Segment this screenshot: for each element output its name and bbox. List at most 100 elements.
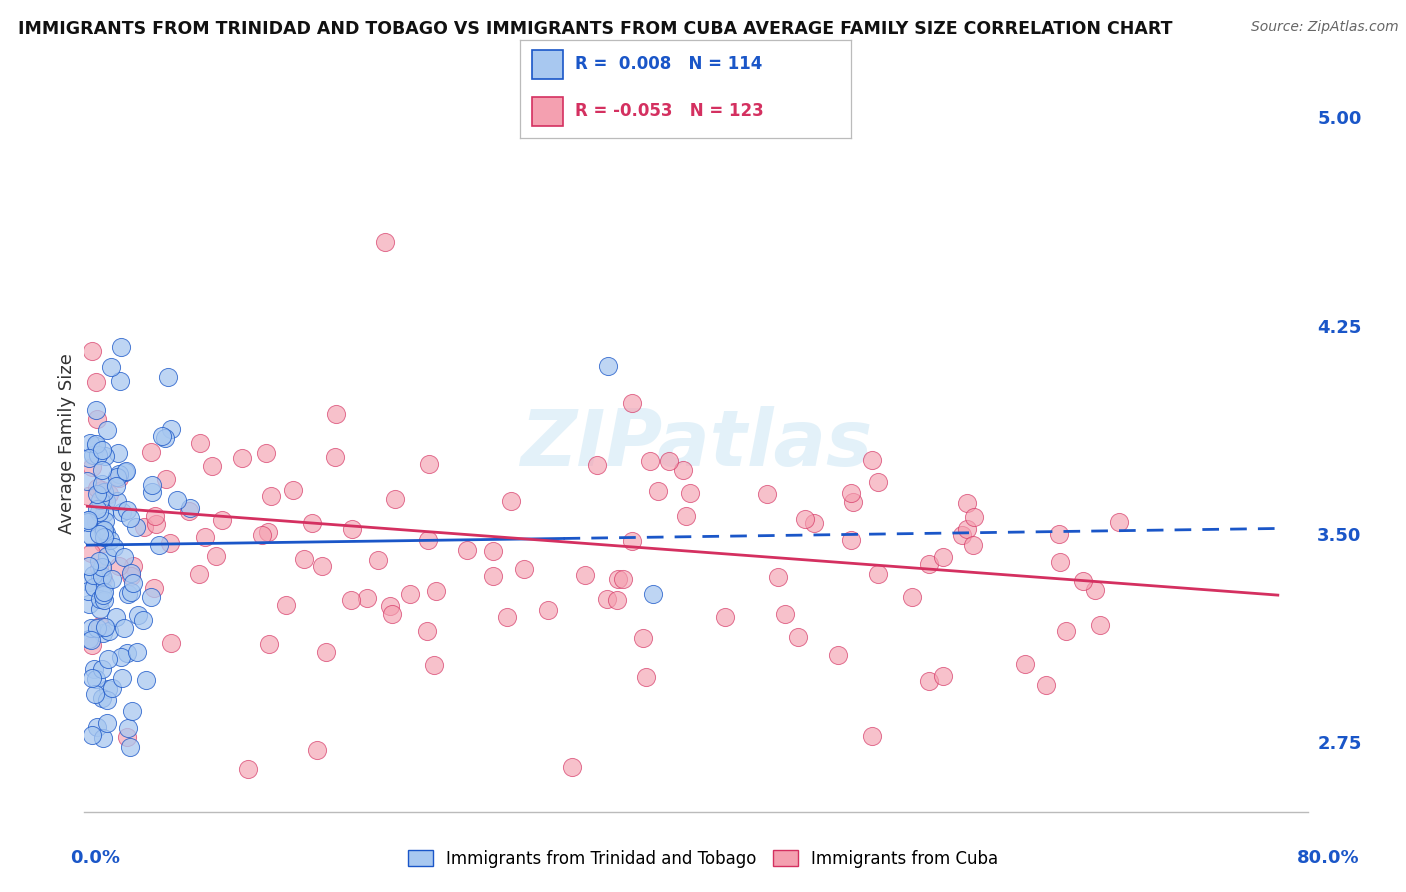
Point <box>918 558 941 572</box>
Point <box>142 582 165 596</box>
Point <box>77 516 100 530</box>
Text: 80.0%: 80.0% <box>1298 849 1360 867</box>
Point <box>257 638 280 652</box>
Point <box>159 422 181 436</box>
Point <box>120 568 142 582</box>
Point <box>281 483 304 497</box>
Point <box>150 429 173 443</box>
Point <box>118 740 141 755</box>
Point <box>105 479 128 493</box>
Point <box>159 535 181 549</box>
Point <box>962 538 984 552</box>
Point <box>93 593 115 607</box>
Point <box>96 692 118 706</box>
Point <box>132 520 155 534</box>
Text: ZIPatlas: ZIPatlas <box>520 406 872 482</box>
Text: R = -0.053   N = 123: R = -0.053 N = 123 <box>575 103 763 120</box>
Point <box>111 672 134 686</box>
Point <box>80 529 103 543</box>
Point <box>188 435 211 450</box>
Point <box>77 558 100 573</box>
Point <box>956 522 979 536</box>
Point <box>1108 515 1130 529</box>
Point <box>108 559 131 574</box>
Point <box>315 645 337 659</box>
Point <box>956 496 979 510</box>
Point <box>80 621 103 635</box>
Point <box>155 472 177 486</box>
Point <box>340 593 363 607</box>
Point <box>107 470 129 484</box>
Point <box>839 485 862 500</box>
Point <box>179 500 201 515</box>
Point <box>323 450 346 464</box>
Point <box>932 668 955 682</box>
Point <box>658 454 681 468</box>
Point <box>122 575 145 590</box>
Point <box>201 458 224 473</box>
Point <box>94 449 117 463</box>
Point <box>917 673 939 688</box>
Point <box>80 638 103 652</box>
Point <box>963 509 986 524</box>
Text: IMMIGRANTS FROM TRINIDAD AND TOBAGO VS IMMIGRANTS FROM CUBA AVERAGE FAMILY SIZE : IMMIGRANTS FROM TRINIDAD AND TOBAGO VS I… <box>18 20 1173 37</box>
Legend: Immigrants from Trinidad and Tobago, Immigrants from Cuba: Immigrants from Trinidad and Tobago, Imm… <box>401 844 1005 875</box>
Point <box>839 533 862 547</box>
Point <box>91 588 114 602</box>
Point <box>121 559 143 574</box>
Point <box>260 489 283 503</box>
Point <box>105 493 128 508</box>
Point <box>356 591 378 606</box>
Point <box>636 670 658 684</box>
Point <box>120 566 142 580</box>
Point <box>482 544 505 558</box>
Point <box>325 407 347 421</box>
Point <box>77 632 100 647</box>
Point <box>145 516 167 531</box>
Point <box>83 580 105 594</box>
Point <box>177 504 200 518</box>
Point <box>91 442 114 457</box>
Point <box>89 527 111 541</box>
Point <box>84 376 107 390</box>
Point <box>80 343 103 358</box>
Point <box>110 340 132 354</box>
Point <box>76 489 98 503</box>
Point <box>675 509 697 524</box>
Point <box>301 516 323 531</box>
Point <box>714 610 737 624</box>
Point <box>868 475 890 489</box>
Point <box>139 590 162 604</box>
Point <box>621 534 644 549</box>
Point <box>786 630 808 644</box>
Point <box>756 487 779 501</box>
Point <box>620 395 643 409</box>
Point <box>793 512 815 526</box>
Point <box>125 644 148 658</box>
Point <box>94 514 117 528</box>
Point <box>93 523 115 537</box>
Point <box>79 435 101 450</box>
Point <box>89 569 111 583</box>
Point <box>274 598 297 612</box>
Point <box>87 505 110 519</box>
Point <box>561 760 583 774</box>
Bar <box>531 97 564 127</box>
Point <box>188 567 211 582</box>
Point <box>1084 583 1107 598</box>
Point <box>87 448 110 462</box>
Point <box>117 721 139 735</box>
Point <box>537 603 560 617</box>
Point <box>77 513 100 527</box>
Point <box>598 359 620 373</box>
Point <box>80 727 103 741</box>
Point <box>89 592 111 607</box>
Point <box>416 624 439 638</box>
Point <box>86 501 108 516</box>
Point <box>98 533 121 547</box>
Point <box>254 446 277 460</box>
Point <box>425 584 447 599</box>
Point <box>84 436 107 450</box>
Point <box>148 538 170 552</box>
Point <box>115 646 138 660</box>
